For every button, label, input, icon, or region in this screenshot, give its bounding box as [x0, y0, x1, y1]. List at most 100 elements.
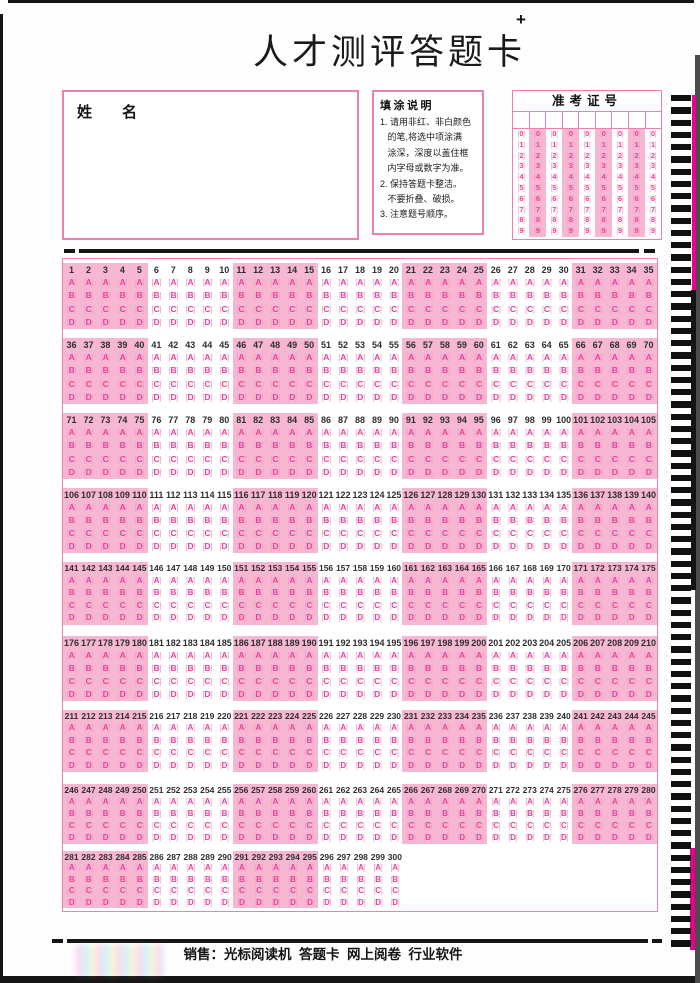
option-bubble[interactable]: [A] [457, 575, 467, 585]
option-bubble[interactable]: [C] [627, 821, 636, 830]
option-bubble[interactable]: [C] [423, 453, 433, 464]
option-bubble[interactable]: [B] [66, 515, 77, 525]
option-bubble[interactable]: [B] [270, 290, 280, 301]
option-bubble[interactable]: [B] [423, 365, 433, 376]
option-bubble[interactable]: [B] [474, 663, 484, 673]
option-bubble[interactable]: [B] [440, 588, 450, 598]
option-bubble[interactable]: [D] [83, 466, 94, 477]
option-bubble[interactable]: [B] [406, 440, 416, 451]
option-bubble[interactable]: [C] [609, 676, 620, 686]
option-bubble[interactable]: [D] [592, 316, 603, 327]
option-bubble[interactable]: [C] [525, 748, 535, 758]
option-bubble[interactable]: [A] [321, 723, 331, 733]
option-bubble[interactable]: [A] [305, 863, 315, 873]
option-bubble[interactable]: [D] [593, 760, 602, 770]
option-bubble[interactable]: [D] [592, 466, 603, 477]
option-bubble[interactable]: [C] [220, 886, 230, 896]
option-bubble[interactable]: [B] [219, 663, 230, 673]
option-bubble[interactable]: [B] [423, 440, 433, 451]
option-bubble[interactable]: [A] [168, 723, 178, 733]
admission-digit-write-cell[interactable] [579, 112, 596, 128]
option-bubble[interactable]: [C] [236, 821, 246, 830]
option-bubble[interactable]: [D] [168, 541, 179, 551]
option-bubble[interactable]: [C] [185, 453, 196, 464]
option-bubble[interactable]: [B] [253, 663, 263, 673]
option-bubble[interactable]: [A] [558, 502, 569, 512]
option-bubble[interactable]: [D] [440, 760, 450, 770]
option-bubble[interactable]: [D] [338, 689, 348, 699]
option-bubble[interactable]: [C] [626, 303, 637, 314]
option-bubble[interactable]: [D] [186, 897, 195, 907]
option-bubble[interactable]: [B] [406, 515, 416, 525]
option-bubble[interactable]: [A] [609, 277, 620, 288]
option-bubble[interactable]: [A] [592, 352, 603, 363]
option-bubble[interactable]: [B] [118, 874, 127, 884]
option-bubble[interactable]: [D] [236, 391, 247, 402]
option-bubble[interactable]: [C] [491, 821, 501, 830]
option-bubble[interactable]: [A] [423, 650, 433, 660]
option-bubble[interactable]: [C] [440, 676, 450, 686]
option-bubble[interactable]: [D] [101, 833, 110, 842]
option-bubble[interactable]: [D] [626, 391, 637, 402]
option-bubble[interactable]: [C] [457, 600, 467, 610]
option-bubble[interactable]: [D] [592, 391, 603, 402]
option-bubble[interactable]: [B] [101, 588, 110, 598]
option-bubble[interactable]: [B] [525, 735, 535, 745]
option-bubble[interactable]: [B] [168, 735, 178, 745]
option-bubble[interactable]: [A] [118, 723, 127, 733]
option-bubble[interactable]: [A] [236, 723, 246, 733]
digit-bubble[interactable]: [2] [567, 150, 574, 160]
option-bubble[interactable]: [C] [508, 748, 518, 758]
option-bubble[interactable]: [A] [321, 427, 331, 438]
option-bubble[interactable]: [A] [541, 650, 552, 660]
option-bubble[interactable]: [A] [440, 352, 450, 363]
option-bubble[interactable]: [C] [525, 600, 535, 610]
option-bubble[interactable]: [D] [626, 316, 637, 327]
option-bubble[interactable]: [A] [101, 863, 110, 873]
option-bubble[interactable]: [C] [474, 528, 484, 538]
option-bubble[interactable]: [D] [575, 689, 586, 699]
digit-bubble[interactable]: [7] [599, 204, 607, 214]
option-bubble[interactable]: [A] [169, 863, 178, 873]
digit-bubble[interactable]: [4] [550, 172, 558, 182]
option-bubble[interactable]: [B] [134, 290, 145, 301]
option-bubble[interactable]: [A] [100, 502, 111, 512]
option-bubble[interactable]: [C] [168, 748, 178, 758]
option-bubble[interactable]: [D] [593, 833, 602, 842]
option-bubble[interactable]: [A] [66, 502, 77, 512]
digit-bubble[interactable]: [2] [649, 150, 657, 160]
option-bubble[interactable]: [D] [287, 689, 297, 699]
option-bubble[interactable]: [B] [372, 663, 382, 673]
option-bubble[interactable]: [C] [134, 528, 145, 538]
option-bubble[interactable]: [D] [321, 391, 331, 402]
option-bubble[interactable]: [B] [236, 515, 247, 525]
digit-bubble[interactable]: [0] [632, 129, 640, 138]
option-bubble[interactable]: [B] [287, 290, 297, 301]
option-bubble[interactable]: [D] [304, 316, 314, 327]
option-bubble[interactable]: [A] [541, 502, 552, 512]
option-bubble[interactable]: [A] [355, 352, 365, 363]
option-bubble[interactable]: [C] [440, 748, 450, 758]
option-bubble[interactable]: [C] [406, 821, 416, 830]
option-bubble[interactable]: [C] [100, 303, 111, 314]
option-bubble[interactable]: [B] [270, 440, 280, 451]
option-bubble[interactable]: [A] [185, 277, 196, 288]
option-bubble[interactable]: [D] [558, 541, 569, 551]
option-bubble[interactable]: [A] [406, 723, 416, 733]
option-bubble[interactable]: [C] [100, 528, 111, 538]
option-bubble[interactable]: [A] [525, 277, 535, 288]
option-bubble[interactable]: [A] [151, 797, 161, 806]
option-bubble[interactable]: [B] [389, 735, 399, 745]
option-bubble[interactable]: [A] [67, 863, 76, 873]
option-bubble[interactable]: [A] [576, 797, 586, 806]
option-bubble[interactable]: [B] [643, 290, 654, 301]
option-bubble[interactable]: [C] [491, 378, 501, 389]
digit-bubble[interactable]: [0] [583, 129, 591, 138]
option-bubble[interactable]: [A] [338, 723, 348, 733]
option-bubble[interactable]: [B] [355, 515, 365, 525]
option-bubble[interactable]: [B] [644, 588, 653, 598]
option-bubble[interactable]: [D] [372, 466, 382, 477]
option-bubble[interactable]: [B] [152, 874, 161, 884]
option-bubble[interactable]: [D] [84, 613, 93, 623]
option-bubble[interactable]: [A] [644, 723, 653, 733]
